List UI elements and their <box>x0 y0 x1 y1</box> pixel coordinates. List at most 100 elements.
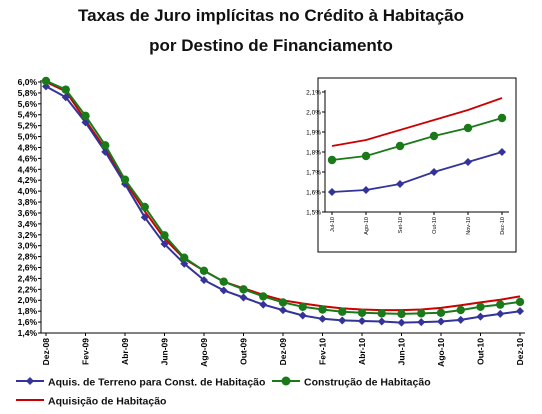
inset-x-tick-label: Out-10 <box>432 217 438 234</box>
main-y-tick-label: 2,8% <box>18 252 38 262</box>
main-y-tick-label: 5,2% <box>18 121 38 131</box>
main-point-series-1 <box>259 300 268 309</box>
main-point-series-1 <box>279 306 287 315</box>
main-point-series-2 <box>397 309 406 319</box>
main-point-series-1 <box>160 240 169 249</box>
main-y-tick-label: 2,0% <box>18 295 38 305</box>
main-point-series-2 <box>318 305 327 314</box>
main-point-series-2 <box>259 292 268 301</box>
inset-point-series-1 <box>430 168 438 176</box>
inset-y-tick-label: 1,9% <box>306 129 321 136</box>
main-point-series-1 <box>180 259 189 268</box>
main-point-series-1 <box>61 93 70 102</box>
main-point-series-2 <box>239 285 248 294</box>
inset-y-tick-label: 2,0% <box>306 109 321 116</box>
main-point-series-2 <box>515 297 525 307</box>
main-point-series-2 <box>61 85 70 94</box>
chart-title-line1: Taxas de Juro implícitas no Crédito à Ha… <box>77 6 465 25</box>
main-point-series-1 <box>298 311 307 320</box>
legend-item-construcao: Construção de Habitação <box>272 376 431 389</box>
main-point-series-1 <box>397 318 406 327</box>
main-point-series-2 <box>160 231 169 240</box>
main-point-series-1 <box>377 317 386 326</box>
inset-point-series-2 <box>327 155 337 165</box>
main-point-series-2 <box>417 309 426 318</box>
main-y-tick-label: 3,0% <box>18 241 38 251</box>
main-y-tick-label: 3,6% <box>18 208 38 218</box>
main-y-tick-label: 3,2% <box>18 230 38 240</box>
inset-x-tick-label: Dez-10 <box>500 217 506 235</box>
main-point-series-1 <box>219 286 228 295</box>
main-point-series-1 <box>496 309 505 318</box>
inset-point-series-2 <box>429 131 439 141</box>
inset-point-series-2 <box>463 123 473 133</box>
main-y-tick-label: 1,8% <box>18 306 38 316</box>
main-y-tick-label: 5,6% <box>18 99 38 109</box>
main-y-tick-label: 5,0% <box>18 132 38 142</box>
main-y-tick-label: 2,6% <box>18 262 38 272</box>
inset-series-line-1 <box>331 151 503 193</box>
main-point-series-2 <box>298 302 307 312</box>
inset-x-tick-label: Ago-10 <box>364 217 370 235</box>
main-point-series-1 <box>200 276 208 285</box>
main-point-series-2 <box>436 308 446 318</box>
inset-x-tick-label: Set-10 <box>398 217 404 233</box>
main-y-tick-label: 5,4% <box>18 110 38 120</box>
inset-y-tick-label: 1,7% <box>306 169 321 176</box>
main-y-tick-label: 2,4% <box>18 273 38 283</box>
main-point-series-2 <box>456 305 465 315</box>
main-point-series-2 <box>81 111 90 121</box>
inset-point-series-2 <box>395 141 405 151</box>
inset-series-line-3 <box>331 97 503 147</box>
main-x-tick-label: Ago-09 <box>199 338 209 367</box>
main-point-series-2 <box>41 76 51 86</box>
main-y-tick-label: 4,2% <box>18 175 38 185</box>
inset-y-tick-label: 1,6% <box>306 189 321 196</box>
main-point-series-2 <box>357 308 367 318</box>
circle-marker-icon <box>272 376 300 389</box>
main-point-series-2 <box>278 298 288 307</box>
legend-item-terreno: Aquis. de Terreno para Const. de Habitaç… <box>16 376 265 389</box>
main-x-tick-label: Fev-09 <box>80 338 90 365</box>
main-y-tick-label: 5,8% <box>18 88 38 98</box>
main-x-tick-label: Abr-10 <box>357 338 367 365</box>
main-point-series-2 <box>140 202 149 212</box>
inset-point-series-1 <box>498 148 506 156</box>
main-point-series-2 <box>120 175 130 184</box>
main-point-series-1 <box>516 307 524 316</box>
main-point-series-1 <box>456 315 465 324</box>
main-x-tick-label: Out-09 <box>238 338 248 365</box>
main-point-series-2 <box>377 309 386 318</box>
main-x-tick-label: Dez-09 <box>278 338 288 366</box>
main-point-series-1 <box>42 82 50 91</box>
main-y-tick-label: 4,4% <box>18 164 38 174</box>
legend-label-aquisicao: Aquisição de Habitação <box>48 395 167 408</box>
main-point-series-2 <box>180 253 189 262</box>
inset-point-series-2 <box>497 113 507 123</box>
main-point-series-1 <box>358 317 366 325</box>
main-x-tick-label: Abr-09 <box>120 338 130 365</box>
main-point-series-2 <box>476 302 485 312</box>
inset-series-line-2 <box>331 117 503 161</box>
main-point-series-1 <box>338 316 347 325</box>
main-point-series-2 <box>496 300 505 309</box>
inset-point-series-1 <box>396 180 404 188</box>
main-y-tick-label: 1,4% <box>18 328 38 338</box>
chart-title-line2: por Destino de Financiamento <box>149 36 393 55</box>
inset-point-series-1 <box>328 188 336 196</box>
main-point-series-1 <box>437 317 445 326</box>
main-point-series-1 <box>239 293 248 302</box>
inset-x-tick-label: Jul-10 <box>330 217 336 232</box>
main-point-series-1 <box>140 213 149 222</box>
main-x-tick-label: Dez-08 <box>41 338 51 366</box>
inset-y-tick-label: 2,1% <box>306 89 321 96</box>
legend-item-aquisicao: Aquisição de Habitação <box>16 395 166 408</box>
main-point-series-2 <box>219 277 228 286</box>
main-x-tick-label: Out-10 <box>475 338 485 365</box>
main-y-tick-label: 2,2% <box>18 284 38 294</box>
main-x-tick-label: Dez-10 <box>515 338 525 366</box>
main-point-series-2 <box>101 141 110 150</box>
legend-label-terreno: Aquis. de Terreno para Const. de Habitaç… <box>48 376 266 389</box>
main-y-tick-label: 1,6% <box>18 317 38 327</box>
